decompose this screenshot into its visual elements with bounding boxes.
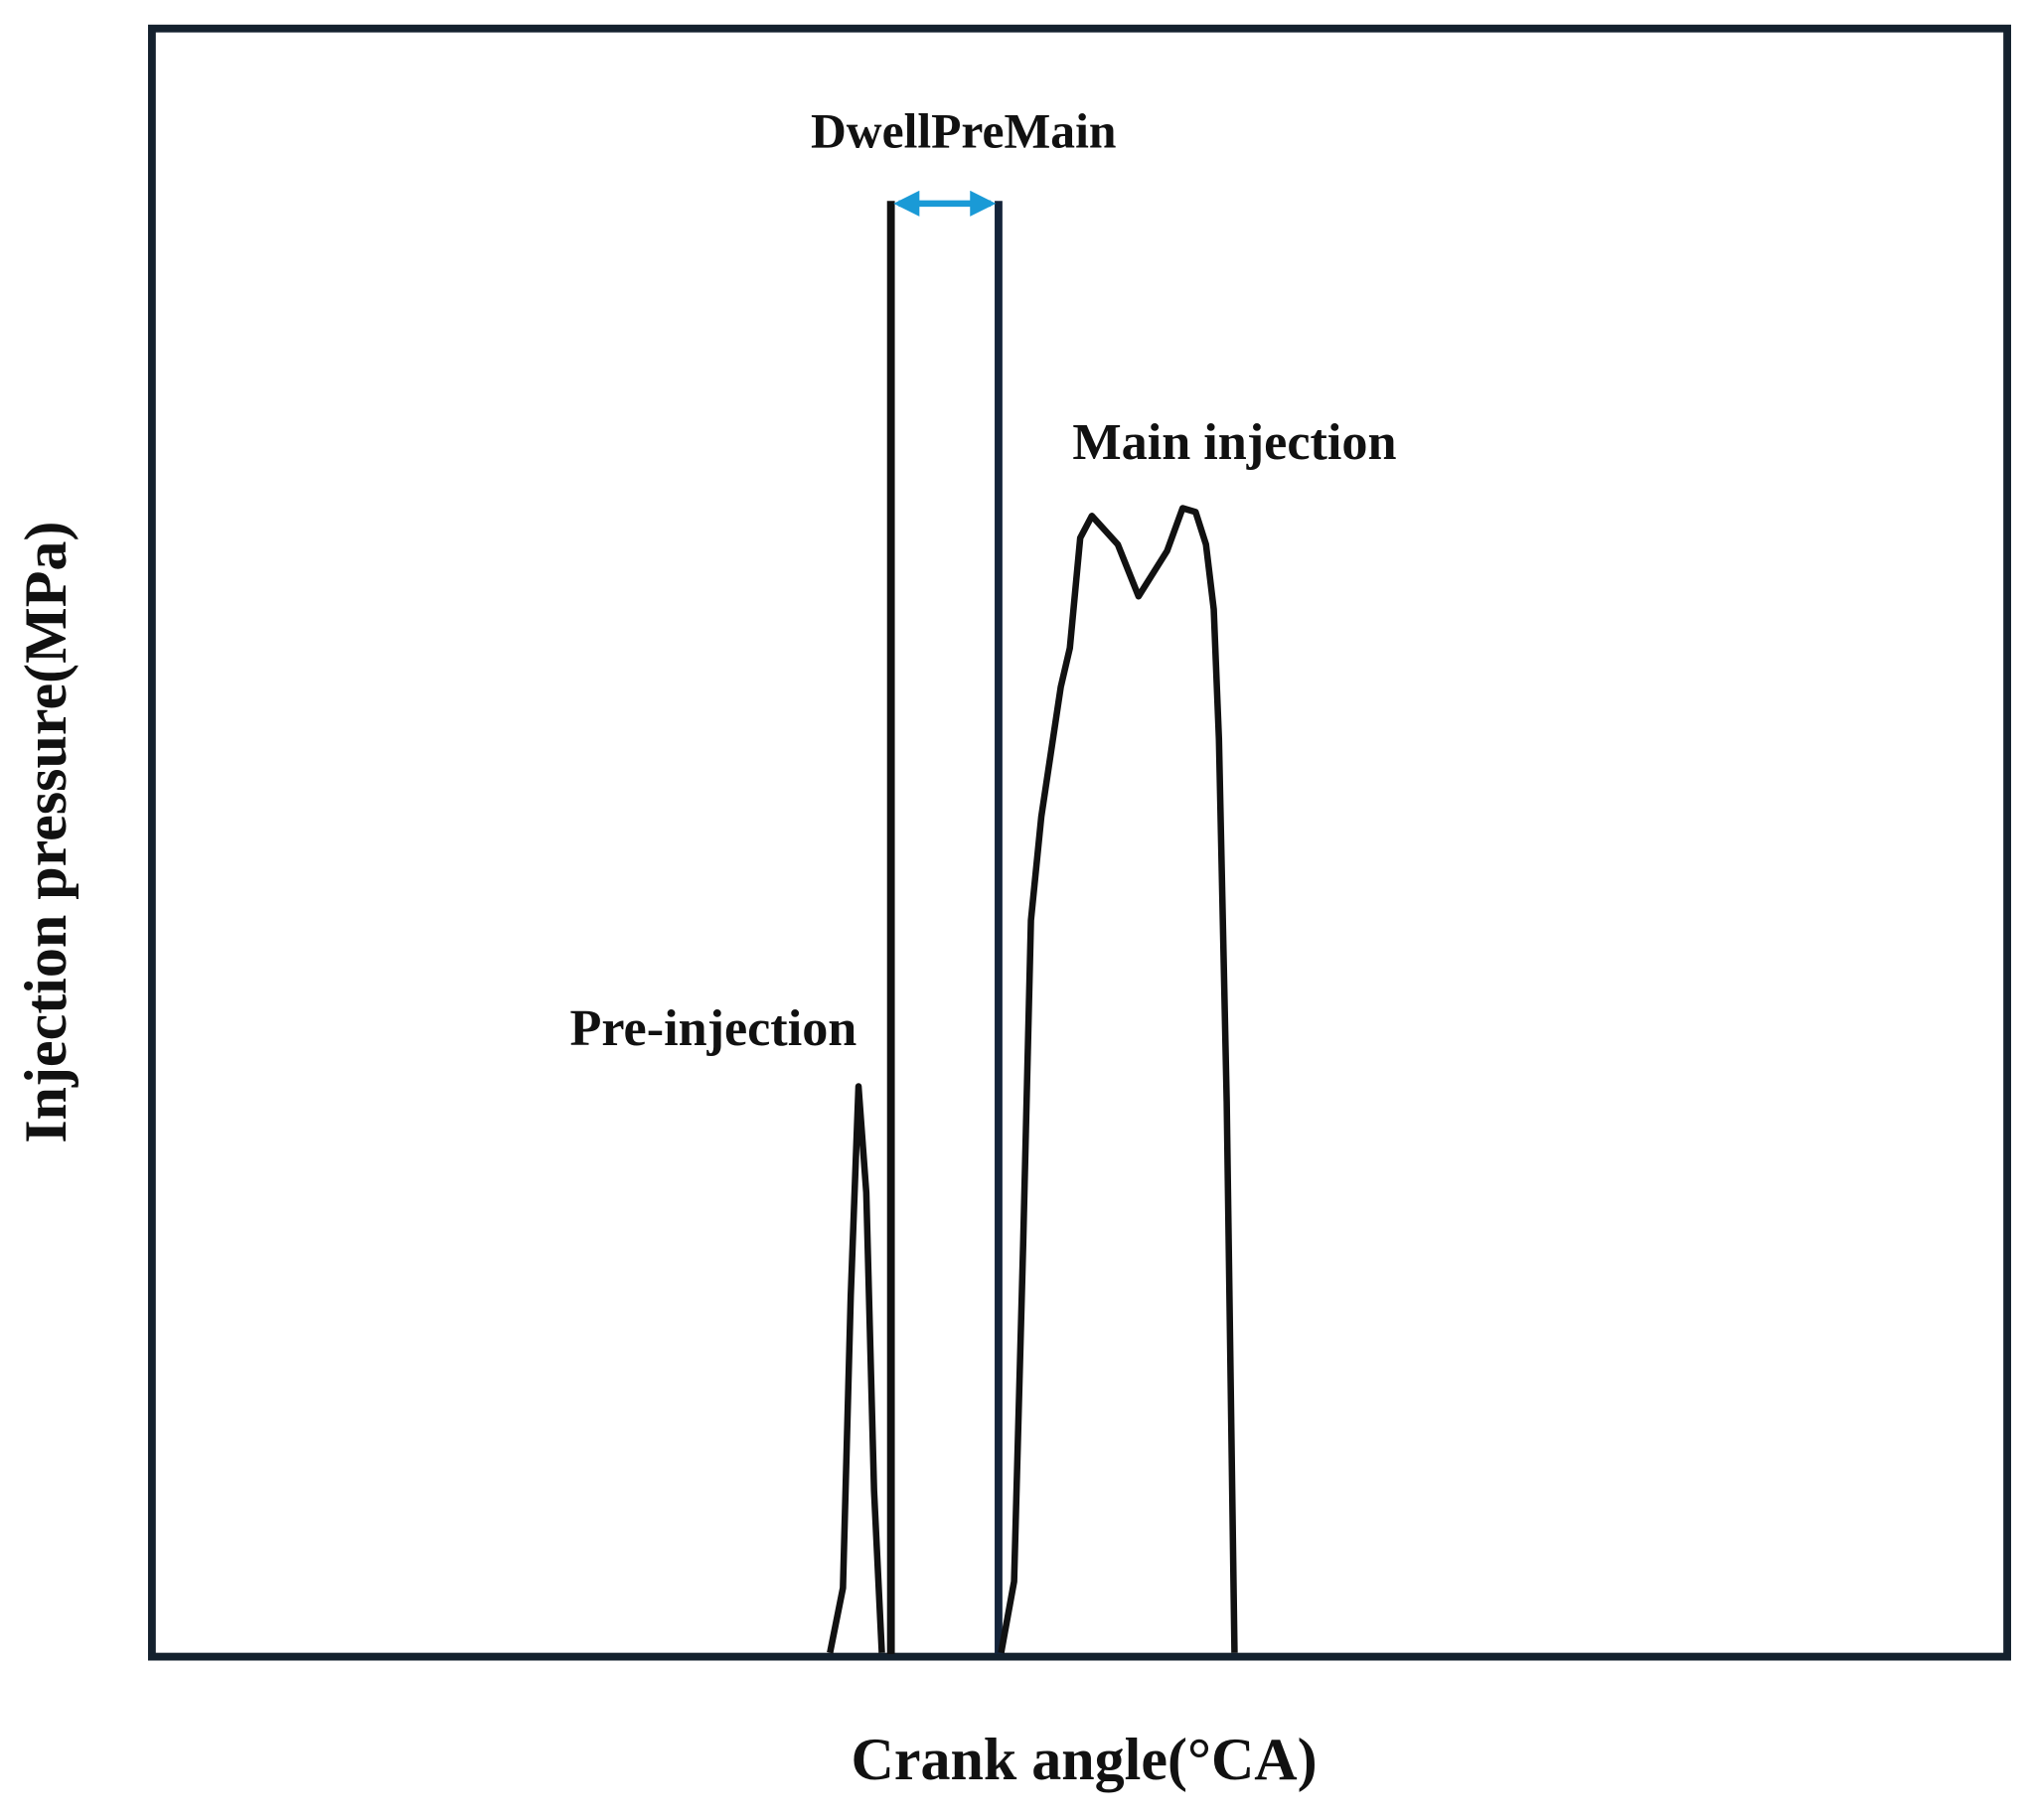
plot-frame [147, 24, 2012, 1661]
main-injection-curve [998, 505, 1238, 1654]
dwell-label: DwellPreMain [811, 103, 1117, 158]
pre-label: Pre-injection [569, 999, 856, 1057]
x-axis-label: Crank angle(°CA) [852, 1727, 1318, 1792]
pre-injection-curve [827, 1083, 885, 1654]
main-label: Main injection [1072, 413, 1396, 471]
y-axis-label: Injection pressure(MPa) [13, 522, 78, 1143]
